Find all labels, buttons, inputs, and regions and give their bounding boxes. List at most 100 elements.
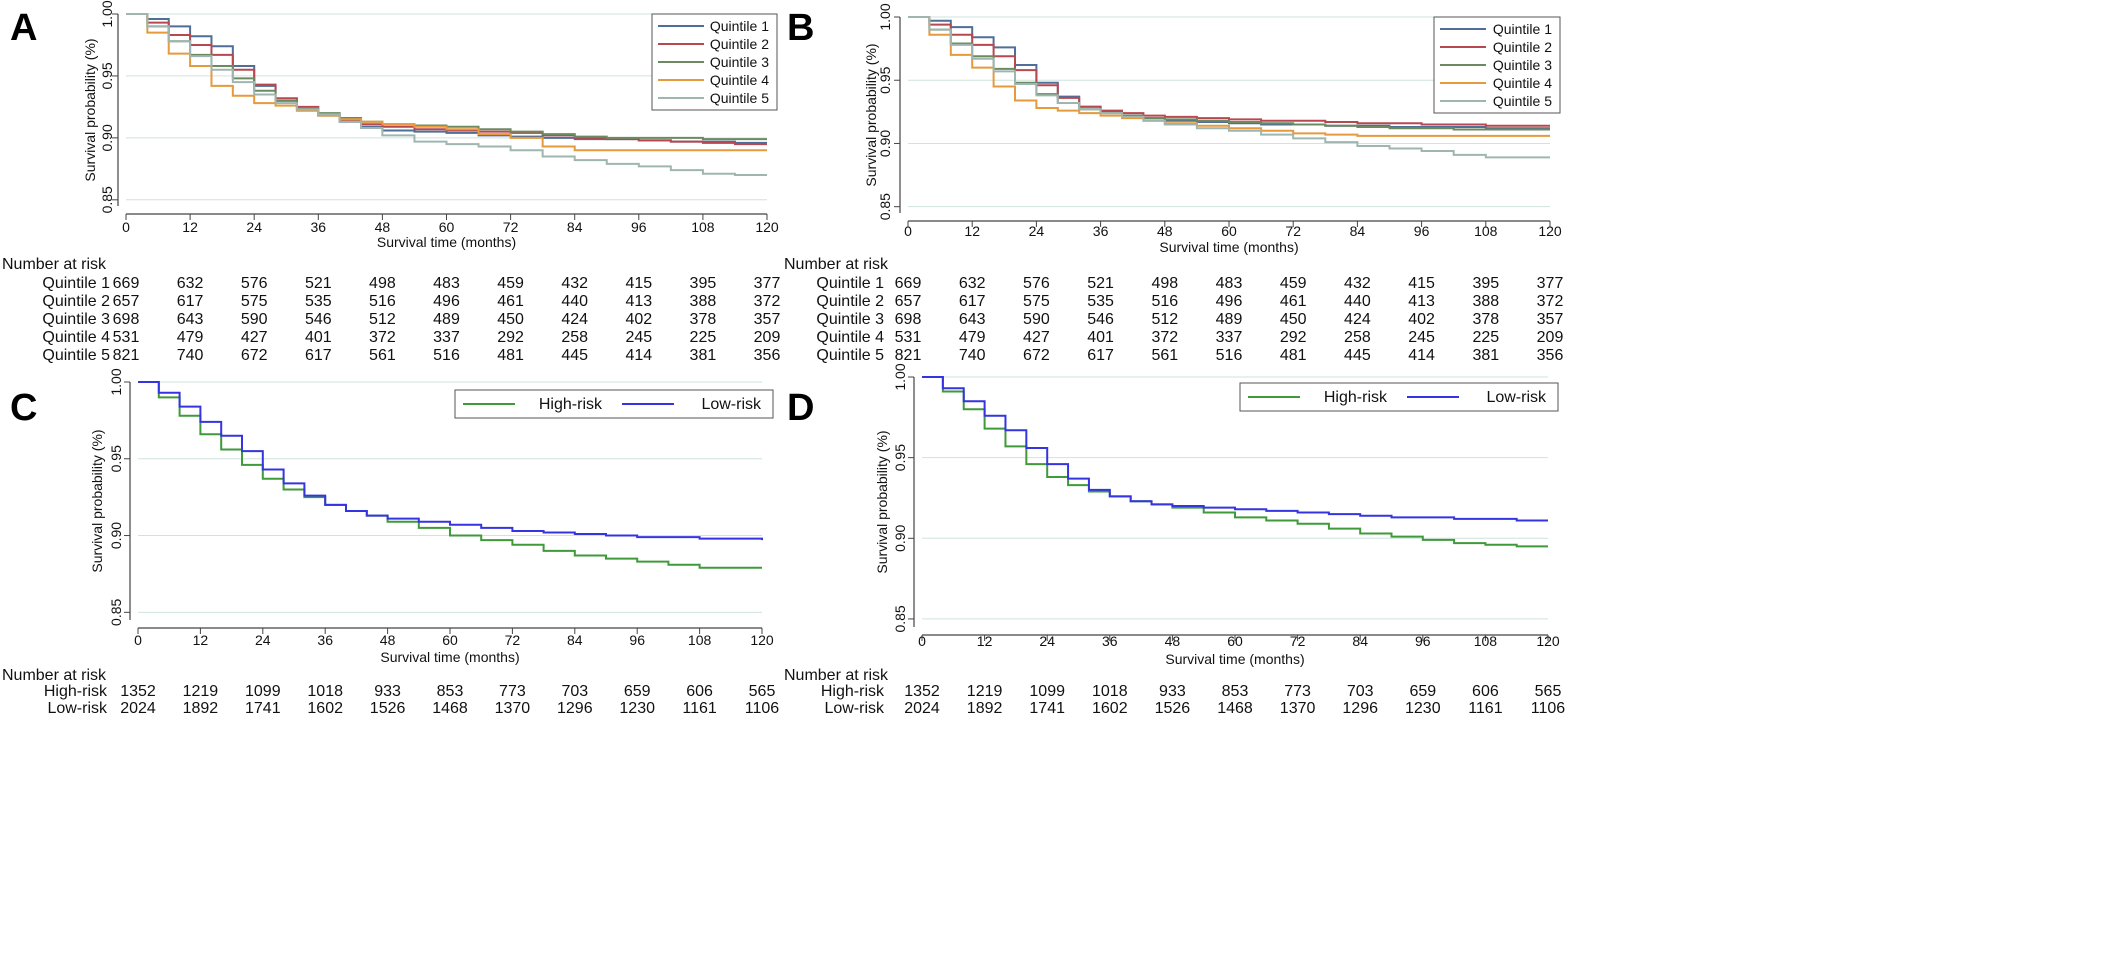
risk-cell: 535 [305, 293, 332, 310]
risk-cell: 292 [497, 329, 524, 346]
risk-cell: 516 [1216, 347, 1243, 364]
risk-cell: 698 [895, 311, 922, 328]
x-tick-label: 120 [755, 219, 779, 235]
risk-cell: 1018 [307, 683, 343, 700]
x-tick-label: 120 [1538, 223, 1562, 239]
risk-cell: 565 [749, 683, 776, 700]
risk-cell: 632 [177, 275, 204, 292]
risk-cell: 1741 [245, 700, 281, 717]
risk-cell: 512 [369, 311, 396, 328]
risk-cell: 521 [305, 275, 332, 292]
risk-cell: 933 [374, 683, 401, 700]
x-tick-label: 84 [567, 219, 583, 235]
risk-cell: 225 [690, 329, 717, 346]
panel-label: C [10, 387, 37, 429]
legend-label: Quintile 4 [1493, 75, 1552, 91]
risk-cell: 657 [113, 293, 140, 310]
risk-cell: 1099 [245, 683, 281, 700]
risk-cell: 245 [625, 329, 652, 346]
risk-cell: 498 [369, 275, 396, 292]
legend-label: Quintile 1 [1493, 21, 1552, 37]
risk-cell: 1892 [967, 700, 1003, 717]
risk-cell: 337 [433, 329, 460, 346]
y-tick-label: 0.95 [99, 62, 115, 89]
risk-cell: 481 [497, 347, 524, 364]
risk-row-label: Quintile 2 [816, 293, 884, 310]
risk-cell: 669 [895, 275, 922, 292]
series-line-low-risk [138, 381, 763, 541]
risk-row-label: High-risk [821, 683, 885, 700]
x-tick-label: 0 [122, 219, 130, 235]
x-tick-label: 72 [503, 219, 519, 235]
risk-cell: 372 [1537, 293, 1564, 310]
risk-cell: 531 [113, 329, 140, 346]
risk-cell: 445 [561, 347, 588, 364]
y-tick-label: 1.00 [892, 363, 908, 390]
risk-cell: 1526 [370, 700, 406, 717]
risk-cell: 225 [1472, 329, 1499, 346]
x-tick-label: 84 [1352, 633, 1368, 649]
risk-cell: 576 [241, 275, 268, 292]
risk-cell: 381 [690, 347, 717, 364]
risk-cell: 672 [241, 347, 268, 364]
x-tick-label: 12 [964, 223, 980, 239]
risk-cell: 402 [1408, 311, 1435, 328]
risk-cell: 489 [1216, 311, 1243, 328]
x-tick-label: 48 [375, 219, 391, 235]
risk-row-label: Quintile 5 [816, 347, 884, 364]
risk-cell: 546 [305, 311, 332, 328]
risk-cell: 258 [1344, 329, 1371, 346]
x-tick-label: 72 [1285, 223, 1301, 239]
risk-cell: 372 [1151, 329, 1178, 346]
risk-cell: 377 [754, 275, 781, 292]
x-tick-label: 24 [255, 632, 271, 648]
x-tick-label: 48 [1165, 633, 1181, 649]
risk-cell: 209 [754, 329, 781, 346]
risk-cell: 576 [1023, 275, 1050, 292]
risk-cell: 1741 [1029, 700, 1065, 717]
series-line-quintile-5 [126, 13, 767, 177]
x-tick-label: 60 [442, 632, 458, 648]
x-tick-label: 108 [1474, 223, 1498, 239]
risk-cell: 424 [1344, 311, 1371, 328]
x-tick-label: 72 [1290, 633, 1306, 649]
risk-cell: 546 [1087, 311, 1114, 328]
risk-cell: 401 [305, 329, 332, 346]
risk-cell: 643 [177, 311, 204, 328]
risk-row-label: High-risk [44, 683, 108, 700]
risk-table-title: Number at risk [2, 667, 107, 684]
risk-cell: 356 [1537, 347, 1564, 364]
risk-cell: 424 [561, 311, 588, 328]
risk-cell: 1602 [1092, 700, 1128, 717]
y-tick-label: 1.00 [877, 3, 893, 30]
x-tick-label: 120 [750, 632, 774, 648]
risk-cell: 378 [1472, 311, 1499, 328]
risk-cell: 401 [1087, 329, 1114, 346]
x-axis-title: Survival time (months) [377, 234, 516, 250]
series-line-low-risk [922, 376, 1548, 522]
x-axis-title: Survival time (months) [380, 649, 519, 665]
risk-cell: 521 [1087, 275, 1114, 292]
risk-cell: 461 [497, 293, 524, 310]
y-tick-label: 1.00 [99, 0, 115, 27]
x-tick-label: 108 [688, 632, 712, 648]
risk-cell: 1352 [904, 683, 940, 700]
risk-cell: 1230 [619, 700, 655, 717]
y-tick-label: 0.85 [892, 605, 908, 632]
series-line-quintile-2 [126, 13, 767, 146]
legend: High-risk Low-risk [1239, 382, 1559, 412]
risk-cell: 450 [497, 311, 524, 328]
panel-label: D [787, 387, 814, 429]
risk-cell: 657 [895, 293, 922, 310]
risk-cell: 740 [959, 347, 986, 364]
y-tick-label: 0.95 [892, 444, 908, 471]
risk-cell: 703 [1347, 683, 1374, 700]
y-axis-title: Survival probability (%) [874, 430, 890, 573]
x-tick-label: 84 [567, 632, 583, 648]
risk-table-title: Number at risk [784, 667, 889, 684]
risk-cell: 672 [1023, 347, 1050, 364]
x-tick-label: 72 [505, 632, 521, 648]
risk-cell: 372 [369, 329, 396, 346]
risk-cell: 535 [1087, 293, 1114, 310]
risk-cell: 413 [1408, 293, 1435, 310]
